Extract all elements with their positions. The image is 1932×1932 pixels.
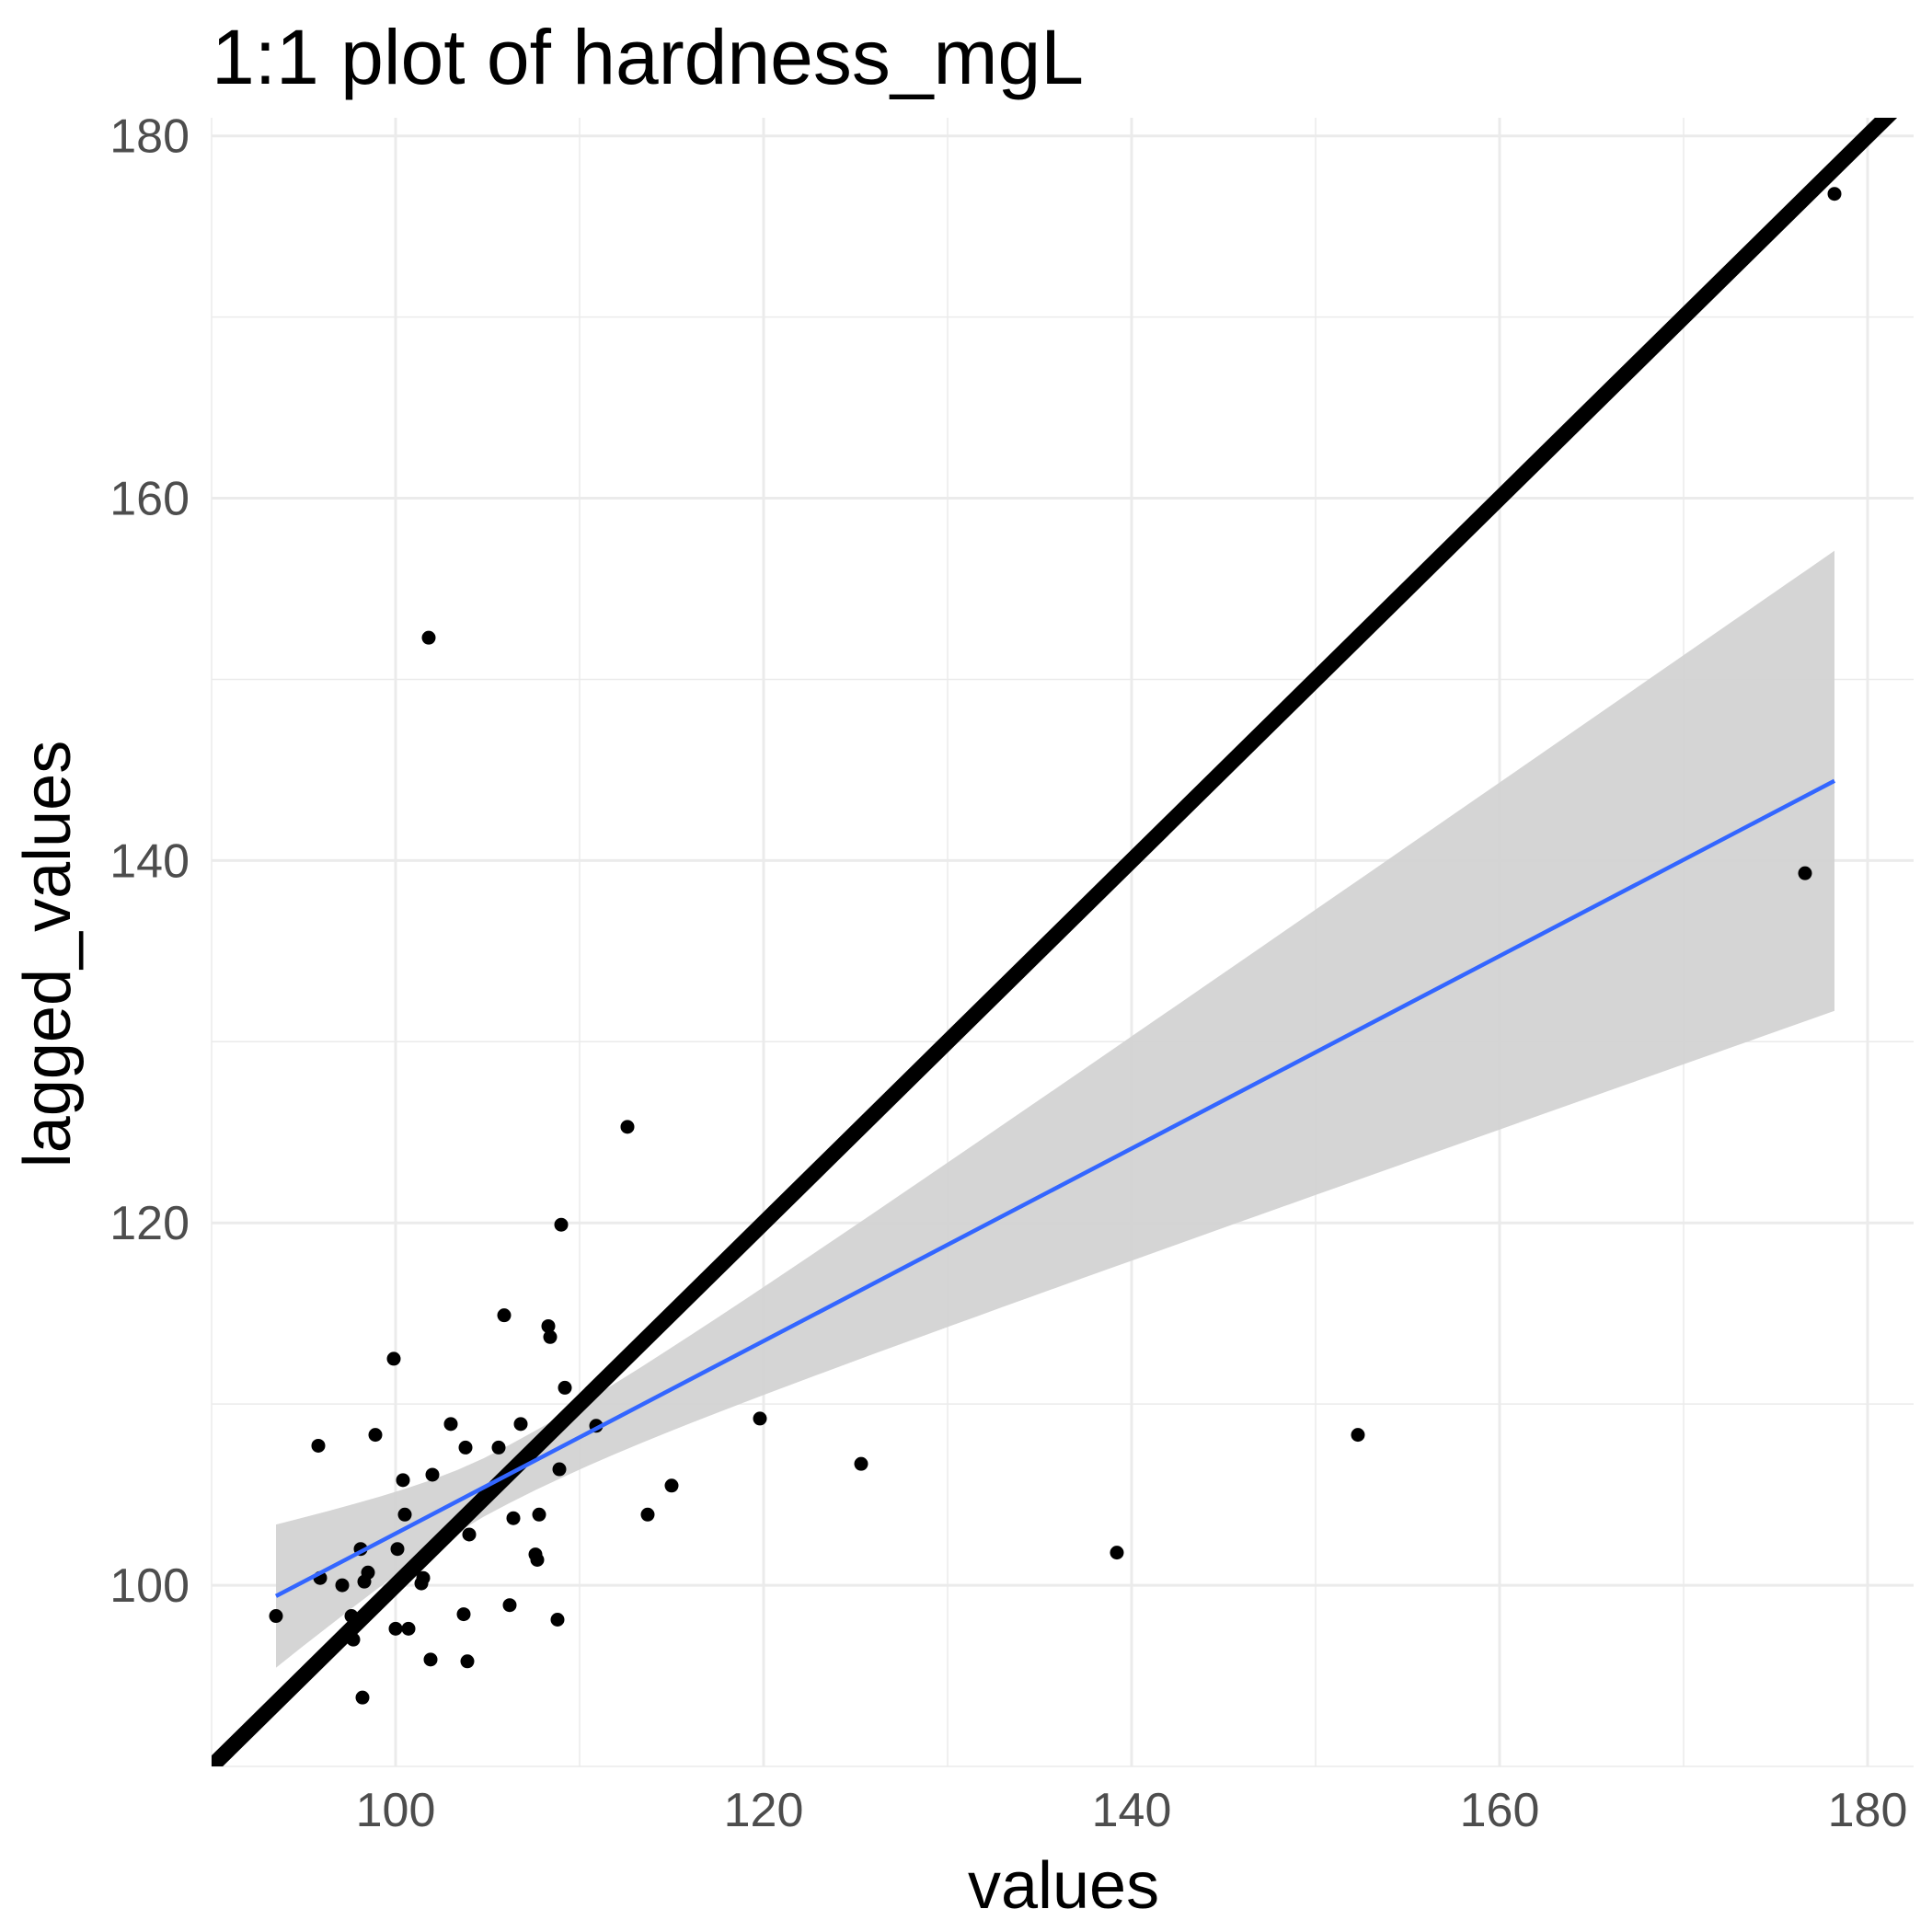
data-point: [388, 1621, 403, 1636]
data-point: [552, 1462, 567, 1477]
data-point: [1827, 187, 1842, 201]
data-point: [1351, 1428, 1365, 1443]
data-point: [425, 1467, 440, 1482]
reference-line-layer: [212, 118, 1898, 1766]
data-point: [1110, 1546, 1124, 1560]
data-point: [396, 1473, 410, 1488]
data-point: [513, 1417, 528, 1432]
data-point: [640, 1507, 655, 1522]
data-point: [368, 1428, 383, 1443]
data-point: [311, 1438, 326, 1453]
confidence-band: [276, 550, 1834, 1668]
data-point: [355, 1690, 370, 1705]
data-point: [664, 1478, 679, 1493]
y-axis-title: lagged_values: [11, 741, 85, 1167]
confidence-band-layer: [276, 550, 1834, 1668]
data-point: [502, 1598, 517, 1613]
data-point: [497, 1308, 512, 1323]
x-axis-title: values: [968, 1849, 1159, 1923]
data-point: [753, 1411, 767, 1426]
y-tick-label: 100: [109, 1559, 190, 1613]
data-point: [550, 1612, 565, 1627]
data-point: [620, 1120, 635, 1134]
data-point: [344, 1609, 359, 1624]
data-point: [386, 1351, 401, 1366]
y-tick-label: 180: [109, 110, 190, 164]
data-point: [335, 1578, 350, 1593]
chart-title: 1:1 plot of hardness_mgL: [212, 14, 1084, 100]
data-point: [397, 1507, 412, 1522]
x-tick-label: 180: [1828, 1784, 1908, 1837]
data-point: [458, 1440, 473, 1455]
data-point: [443, 1417, 458, 1432]
data-point: [541, 1318, 556, 1333]
data-point: [416, 1570, 431, 1585]
x-tick-label: 120: [724, 1784, 804, 1837]
data-point: [530, 1553, 545, 1568]
data-point: [854, 1456, 868, 1471]
data-point: [361, 1565, 375, 1580]
data-point: [401, 1621, 416, 1636]
fit-line: [274, 778, 1836, 1598]
data-point: [421, 630, 436, 645]
data-point: [543, 1329, 558, 1344]
data-point: [390, 1542, 405, 1557]
data-point: [558, 1380, 572, 1395]
y-tick-label: 160: [109, 473, 190, 526]
data-point: [506, 1511, 521, 1525]
points-layer: [269, 187, 1842, 1705]
data-point: [423, 1652, 438, 1667]
data-point: [491, 1440, 506, 1455]
y-axis-tick-labels: 100 120 140 160 180: [109, 110, 190, 1613]
fit-line-layer: [274, 778, 1836, 1598]
data-point: [460, 1654, 475, 1669]
data-point: [554, 1217, 569, 1232]
x-tick-label: 100: [356, 1784, 436, 1837]
data-point: [346, 1632, 361, 1647]
data-point: [532, 1507, 546, 1522]
y-tick-label: 140: [109, 834, 190, 888]
y-tick-label: 120: [109, 1197, 190, 1250]
data-point: [462, 1527, 477, 1542]
reference-line-1to1: [212, 118, 1898, 1766]
x-tick-label: 140: [1092, 1784, 1172, 1837]
grid-minor-lines: [211, 118, 1914, 1767]
data-point: [1798, 866, 1812, 880]
x-tick-label: 160: [1460, 1784, 1540, 1837]
x-axis-tick-labels: 100 120 140 160 180: [356, 1784, 1908, 1837]
data-point: [269, 1609, 283, 1624]
data-point: [456, 1607, 471, 1622]
